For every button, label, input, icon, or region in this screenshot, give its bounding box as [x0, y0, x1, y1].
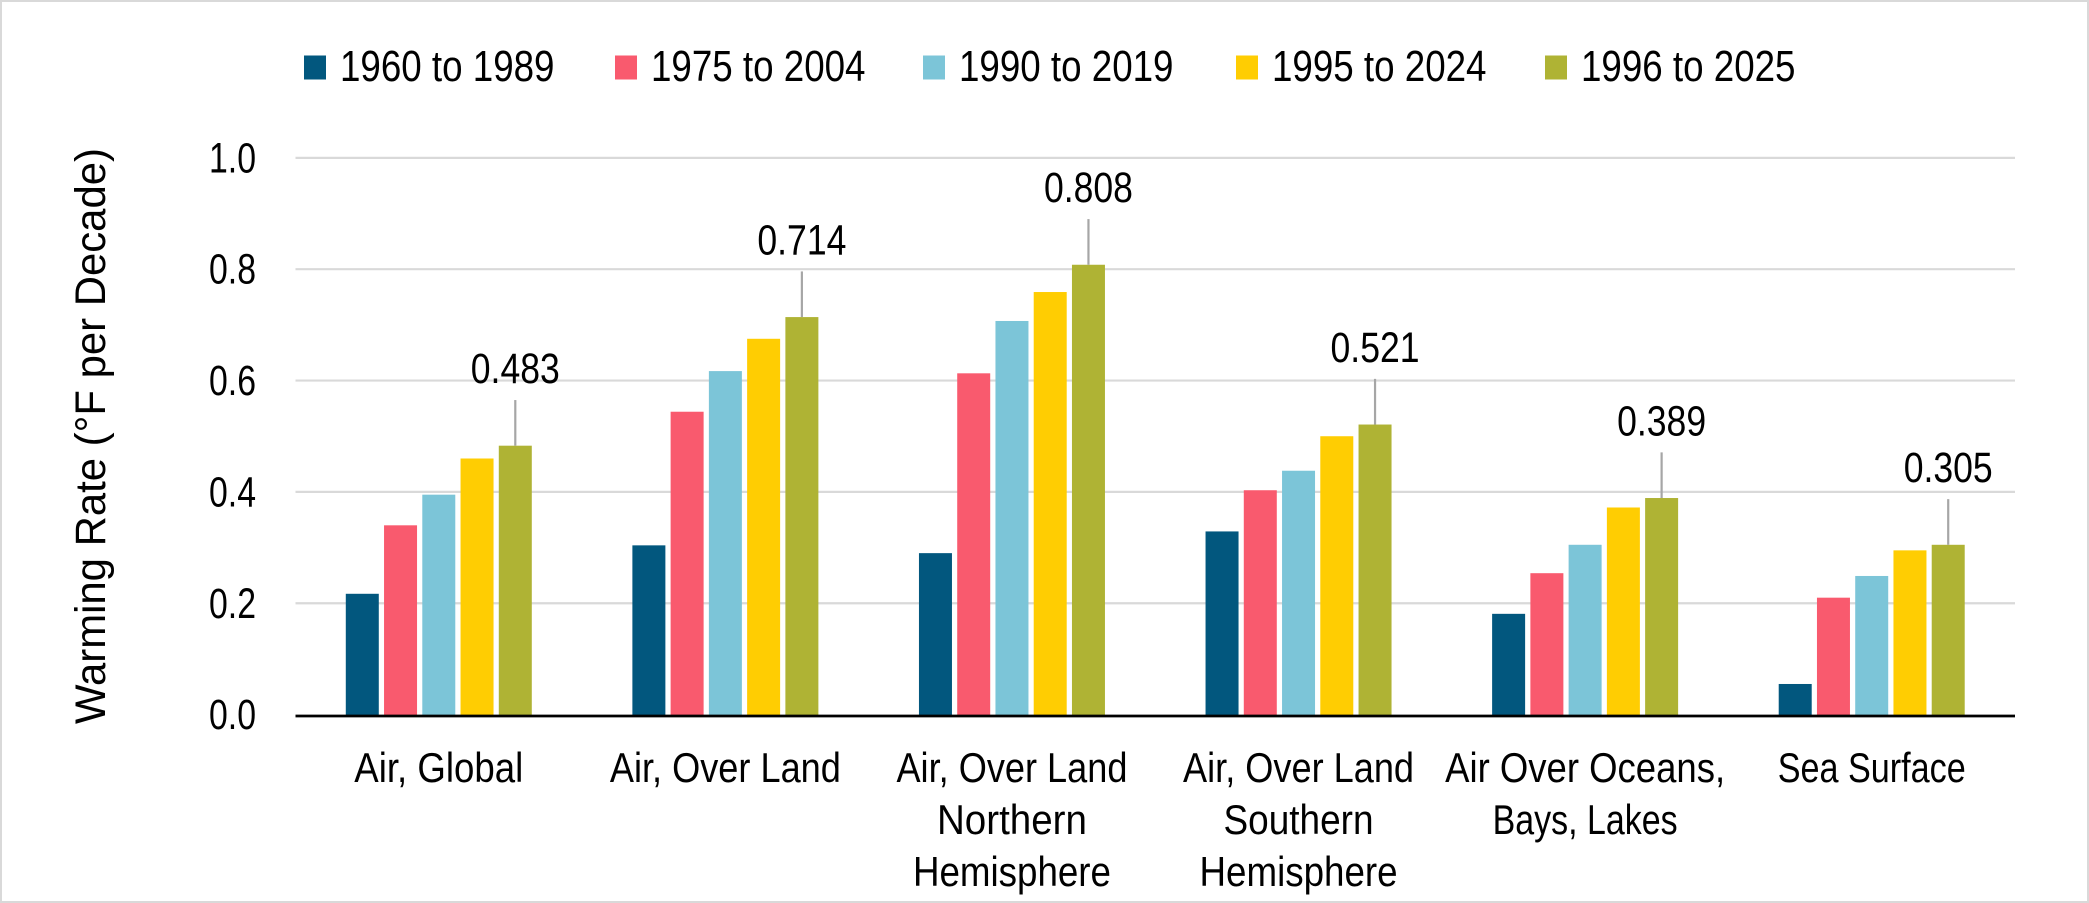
- svg-text:Southern: Southern: [1224, 796, 1374, 843]
- svg-text:Air Over Oceans,: Air Over Oceans,: [1445, 744, 1725, 791]
- svg-text:Sea Surface: Sea Surface: [1778, 744, 1966, 791]
- svg-text:1996 to 2025: 1996 to 2025: [1581, 43, 1796, 91]
- svg-text:0.389: 0.389: [1617, 397, 1706, 445]
- svg-text:1995 to 2024: 1995 to 2024: [1272, 43, 1487, 91]
- svg-text:1.0: 1.0: [209, 135, 256, 182]
- svg-text:1960 to 1989: 1960 to 1989: [340, 43, 555, 91]
- svg-text:0.4: 0.4: [209, 469, 256, 516]
- svg-text:0.305: 0.305: [1904, 444, 1993, 492]
- svg-text:0.8: 0.8: [209, 247, 256, 294]
- svg-text:0.483: 0.483: [471, 345, 560, 393]
- svg-text:Air, Global: Air, Global: [354, 744, 523, 791]
- svg-text:0.6: 0.6: [209, 358, 256, 405]
- svg-text:Hemisphere: Hemisphere: [913, 848, 1111, 895]
- svg-text:0.808: 0.808: [1044, 164, 1133, 212]
- svg-text:Warming Rate (°F per Decade): Warming Rate (°F per Decade): [67, 148, 115, 724]
- svg-text:0.521: 0.521: [1331, 324, 1420, 372]
- svg-text:Air, Over Land: Air, Over Land: [896, 744, 1127, 791]
- svg-text:Hemisphere: Hemisphere: [1200, 848, 1398, 895]
- svg-text:Northern: Northern: [937, 796, 1087, 843]
- svg-text:Air, Over Land: Air, Over Land: [610, 744, 841, 791]
- svg-text:1990 to 2019: 1990 to 2019: [959, 43, 1174, 91]
- svg-text:0.0: 0.0: [209, 692, 256, 739]
- svg-text:Air, Over Land: Air, Over Land: [1183, 744, 1414, 791]
- svg-text:1975 to 2004: 1975 to 2004: [651, 43, 866, 91]
- svg-text:0.2: 0.2: [209, 581, 256, 628]
- svg-text:Bays, Lakes: Bays, Lakes: [1493, 796, 1678, 843]
- svg-text:0.714: 0.714: [757, 216, 846, 264]
